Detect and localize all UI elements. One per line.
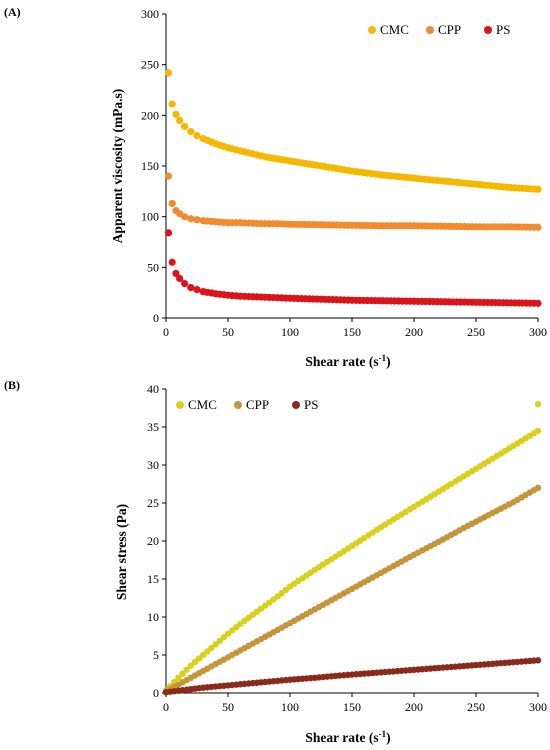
panel-a-series-cpp bbox=[164, 172, 542, 231]
panel-a-point-ps bbox=[187, 284, 195, 292]
panel-a-point-cpp bbox=[534, 223, 542, 231]
panel-a-y-tick-label: 200 bbox=[141, 108, 159, 122]
panel-a-x-tick-label: 0 bbox=[163, 325, 169, 339]
panel-a-point-cpp bbox=[164, 172, 173, 180]
panel-a-x-tick-label: 250 bbox=[467, 325, 485, 339]
panel-a-series-ps bbox=[164, 229, 542, 307]
panel-b-y-tick-label: 30 bbox=[147, 458, 159, 472]
panel-b-x-tick-label: 100 bbox=[281, 700, 299, 714]
panel-b-y-tick-label: 5 bbox=[153, 648, 159, 662]
panel-b-y-tick-label: 10 bbox=[147, 610, 159, 624]
panel-a-x-tick-label: 100 bbox=[281, 325, 299, 339]
panel-a-y-tick-label: 50 bbox=[147, 260, 159, 274]
panel-a-point-cpp bbox=[187, 215, 195, 223]
panel-b-legend-marker-cpp bbox=[234, 401, 242, 409]
panel-a-point-ps bbox=[172, 269, 180, 278]
panel-a-point-cpp bbox=[193, 216, 201, 224]
panel-a-legend-marker-cpp bbox=[426, 26, 434, 34]
panel-b-point-cpp bbox=[534, 484, 542, 491]
panel-a-point-cmc bbox=[187, 127, 195, 136]
panel-a-point-cmc bbox=[172, 110, 180, 118]
panel-a-x-tick-label: 300 bbox=[529, 325, 547, 339]
panel-a-point-ps bbox=[193, 286, 201, 294]
panel-a-point-cmc bbox=[181, 122, 189, 131]
panel-a-point-cpp bbox=[168, 199, 176, 208]
panel-b-y-tick-label: 25 bbox=[147, 496, 159, 510]
panel-a-point-ps bbox=[181, 279, 189, 288]
panel-b-y-tick-label: 35 bbox=[147, 420, 159, 434]
panel-a-point-cmc bbox=[164, 69, 173, 77]
panel-b-y-tick-label: 0 bbox=[153, 686, 159, 700]
panel-b-label: (B) bbox=[4, 378, 20, 392]
panel-a-legend-marker-cmc bbox=[368, 26, 376, 34]
panel-b-x-tick-label: 150 bbox=[343, 700, 361, 714]
panel-b-point-cmc bbox=[175, 674, 182, 681]
panel-a-y-tick-label: 150 bbox=[141, 159, 159, 173]
panel-a-point-cmc bbox=[193, 132, 201, 140]
panel-b-legend-label-cpp: CPP bbox=[246, 397, 269, 412]
panel-a-series-cmc bbox=[164, 69, 542, 193]
panel-a-point-cmc bbox=[168, 100, 176, 108]
panel-a-legend-label-cmc: CMC bbox=[380, 22, 409, 37]
panel-a-point-cpp bbox=[181, 213, 189, 221]
panel-a-label: (A) bbox=[4, 5, 21, 19]
panel-b-series-ps bbox=[162, 657, 542, 696]
panel-a: (A) 0 50 100 150 200 250 300 0 50 100 150 200 250 300… bbox=[4, 5, 547, 369]
panel-b-point-cmc bbox=[534, 401, 542, 408]
panel-a-y-axis-title: Apparent viscosity (mPa.s) bbox=[110, 89, 125, 244]
panel-b-plot: 0 5 10 15 20 25 30 35 40 0 50 100 150 200 250 300 bbox=[147, 382, 547, 714]
panel-b-legend: CMC CPP PS bbox=[176, 397, 318, 412]
panel-b-series-cmc bbox=[162, 401, 542, 694]
panel-b-point-cmc bbox=[179, 670, 186, 677]
panel-b-legend-label-ps: PS bbox=[304, 397, 318, 412]
panel-a-point-cmc bbox=[534, 185, 542, 193]
panel-b-point-cmc bbox=[534, 427, 542, 434]
panel-b-legend-marker-ps bbox=[292, 401, 300, 409]
panel-a-x-tick-label: 50 bbox=[222, 325, 234, 339]
panel-a-y-tick-label: 0 bbox=[153, 311, 159, 325]
panel-a-point-ps bbox=[176, 274, 184, 283]
panel-b: (B) 0 5 10 15 20 25 30 35 40 0 50 100 150 200 250 300 S… bbox=[4, 378, 547, 745]
panel-a-plot: 0 50 100 150 200 250 300 0 50 100 150 200 250 300 bbox=[141, 7, 547, 339]
panel-b-y-tick-label: 20 bbox=[147, 534, 159, 548]
panel-a-legend-label-ps: PS bbox=[496, 22, 510, 37]
panel-b-point-ps bbox=[534, 657, 542, 664]
panel-b-point-cmc bbox=[183, 666, 190, 673]
panel-a-legend-marker-ps bbox=[484, 26, 492, 34]
panel-a-legend: CMC CPP PS bbox=[368, 22, 510, 37]
panel-b-x-tick-label: 0 bbox=[163, 700, 169, 714]
panel-b-x-tick-label: 250 bbox=[467, 700, 485, 714]
panel-b-y-tick-label: 40 bbox=[147, 382, 159, 396]
panel-b-y-axis-title: Shear stress (Pa) bbox=[114, 504, 129, 600]
panel-a-x-tick-label: 150 bbox=[343, 325, 361, 339]
panel-a-y-tick-label: 100 bbox=[141, 210, 159, 224]
panel-a-x-axis-title: Shear rate (s-1) bbox=[305, 353, 390, 369]
panel-a-point-ps bbox=[534, 299, 542, 307]
panel-b-x-axis-title: Shear rate (s-1) bbox=[305, 729, 390, 745]
panel-a-legend-label-cpp: CPP bbox=[438, 22, 461, 37]
panel-a-y-tick-label: 250 bbox=[141, 58, 159, 72]
panel-a-point-ps bbox=[164, 229, 173, 237]
panel-a-point-ps bbox=[168, 258, 176, 266]
panel-b-x-tick-label: 50 bbox=[222, 700, 234, 714]
panel-b-x-tick-label: 300 bbox=[529, 700, 547, 714]
panel-a-point-cmc bbox=[176, 116, 184, 124]
panel-b-x-tick-label: 200 bbox=[405, 700, 423, 714]
panel-a-y-tick-label: 300 bbox=[141, 7, 159, 21]
panel-a-x-tick-label: 200 bbox=[405, 325, 423, 339]
panel-b-legend-marker-cmc bbox=[176, 401, 184, 409]
panel-b-y-tick-label: 15 bbox=[147, 572, 159, 586]
panel-b-legend-label-cmc: CMC bbox=[188, 397, 217, 412]
